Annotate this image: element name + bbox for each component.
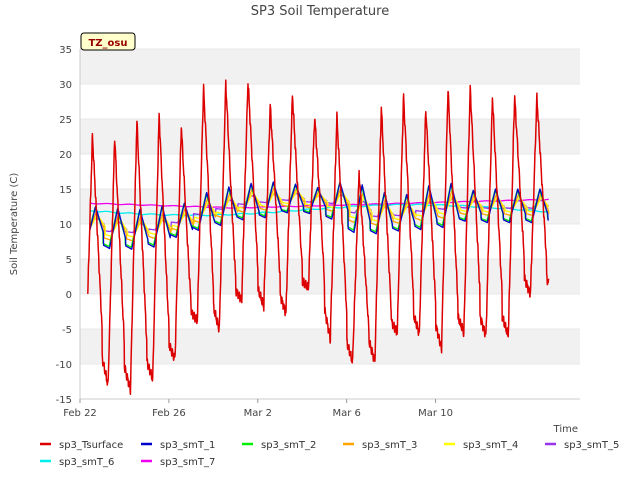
grid-band — [80, 119, 580, 154]
series-lines — [87, 79, 550, 396]
y-tick-label: 5 — [66, 255, 72, 266]
x-tick-label: Mar 10 — [418, 408, 453, 419]
x-tick-label: Feb 22 — [63, 408, 97, 419]
legend-item-sp3_Tsurface: sp3_Tsurface — [40, 440, 123, 451]
y-tick-label: 35 — [59, 45, 72, 56]
grid-band — [80, 259, 580, 294]
legend-label: sp3_smT_3 — [362, 440, 417, 451]
chart-title: SP3 Soil Temperature — [251, 4, 389, 19]
legend: sp3_Tsurface sp3_smT_1 sp3_smT_2 sp3_smT_3 s… — [40, 440, 619, 468]
legend-item-sp3_smT_4: sp3_smT_4 — [444, 440, 518, 451]
legend-label: sp3_smT_4 — [463, 440, 518, 451]
legend-item-sp3_smT_7: sp3_smT_7 — [141, 457, 215, 468]
y-tick-label: -15 — [56, 395, 72, 406]
y-tick-label: -10 — [56, 360, 72, 371]
legend-label: sp3_smT_7 — [160, 457, 215, 468]
y-tick-label: 25 — [59, 115, 72, 126]
tz-annotation: TZ_osu — [80, 32, 136, 51]
y-tick-label: -5 — [62, 325, 72, 336]
legend-label: sp3_smT_6 — [59, 457, 114, 468]
x-axis: Feb 22 Feb 26 Mar 2 Mar 6 Mar 10 — [63, 398, 580, 419]
series-line-sp3_smT_6 — [89, 203, 550, 217]
legend-item-sp3_smT_1: sp3_smT_1 — [141, 440, 215, 451]
x-tick-label: Mar 6 — [332, 408, 360, 419]
x-axis-label: Time — [553, 424, 578, 435]
legend-label: sp3_smT_2 — [261, 440, 316, 451]
y-axis-label: Soil Temperature (C) — [9, 173, 20, 276]
y-tick-label: 30 — [59, 80, 72, 91]
legend-item-sp3_smT_5: sp3_smT_5 — [545, 440, 619, 451]
legend-label: sp3_smT_5 — [564, 440, 619, 451]
legend-item-sp3_smT_6: sp3_smT_6 — [40, 457, 114, 468]
annotation-text: TZ_osu — [88, 38, 127, 49]
y-tick-label: 0 — [66, 290, 72, 301]
y-tick-label: 10 — [59, 220, 72, 231]
legend-item-sp3_smT_2: sp3_smT_2 — [242, 440, 316, 451]
series-line-sp3_Tsurface — [87, 79, 550, 396]
y-tick-label: 20 — [59, 150, 72, 161]
x-tick-label: Feb 26 — [152, 408, 186, 419]
annotation-box — [80, 32, 136, 51]
legend-label: sp3_Tsurface — [59, 440, 123, 451]
grid-band — [80, 49, 580, 84]
x-tick-label: Mar 2 — [244, 408, 272, 419]
y-tick-label: 15 — [59, 185, 72, 196]
y-axis: -15 -10 -5 0 5 10 15 20 25 30 35 — [56, 45, 81, 406]
legend-label: sp3_smT_1 — [160, 440, 215, 451]
legend-item-sp3_smT_3: sp3_smT_3 — [343, 440, 417, 451]
